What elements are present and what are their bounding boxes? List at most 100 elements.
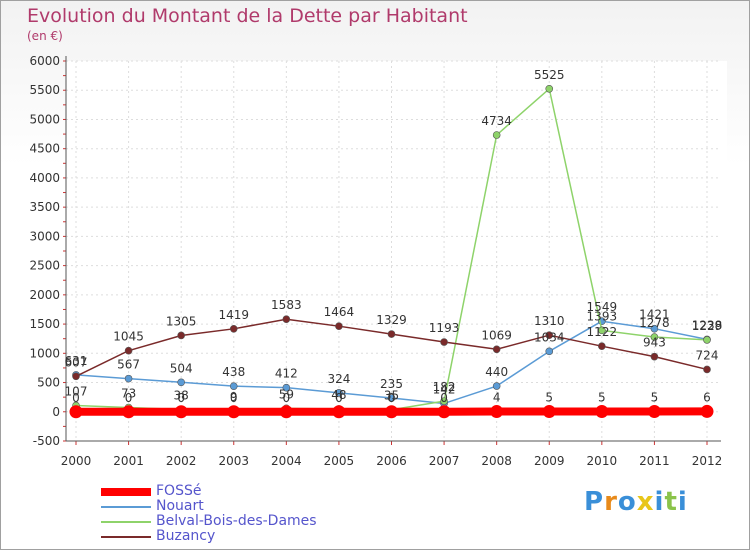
proxiti-logo: Proxiti — [584, 487, 688, 517]
data-label: 0 — [335, 391, 343, 405]
data-label: 607 — [65, 355, 88, 369]
y-tick-label: -500 — [33, 434, 60, 448]
data-label: 631 — [65, 354, 88, 368]
y-tick-label: 6000 — [29, 54, 60, 68]
data-point — [703, 365, 711, 374]
plot-area — [66, 61, 727, 441]
data-label: 5 — [598, 390, 606, 404]
x-tick-label: 2004 — [271, 454, 302, 468]
data-point — [332, 405, 346, 419]
legend-item: Buzancy — [101, 528, 361, 545]
data-label: 1122 — [587, 325, 618, 339]
legend-swatch — [101, 536, 151, 538]
data-point — [335, 322, 343, 330]
legend-swatch — [101, 506, 151, 508]
data-point — [229, 325, 238, 333]
logo-letter: x — [636, 487, 655, 517]
x-tick-label: 2000 — [61, 454, 92, 468]
data-point — [440, 397, 448, 405]
data-label: 5525 — [534, 68, 565, 82]
data-point — [598, 342, 606, 350]
data-point — [174, 405, 188, 419]
y-tick-label: 3000 — [29, 229, 60, 243]
legend-label: Buzancy — [156, 528, 216, 544]
legend-item: Nouart — [101, 498, 361, 515]
data-point — [122, 405, 136, 419]
data-label: 5 — [651, 390, 659, 404]
data-label: 235 — [380, 377, 403, 391]
data-point — [595, 404, 609, 418]
data-label: 1193 — [429, 321, 460, 335]
unit-label: (en €) — [27, 29, 63, 43]
data-label: 324 — [327, 372, 350, 386]
data-label: 943 — [643, 336, 666, 350]
data-label: 412 — [275, 367, 298, 381]
data-label: 35 — [384, 389, 399, 403]
y-tick-label: 4000 — [29, 171, 60, 185]
logo-letter: P — [584, 487, 605, 517]
logo-letter: r — [604, 487, 618, 517]
data-point — [492, 382, 501, 390]
legend-swatch — [101, 521, 151, 523]
chart-title: Evolution du Montant de la Dette par Hab… — [27, 5, 468, 27]
data-point — [650, 324, 659, 333]
data-label: 0 — [440, 391, 448, 405]
data-point — [650, 352, 659, 361]
data-point — [650, 333, 659, 341]
y-tick-label: 3500 — [29, 200, 60, 214]
y-tick-label: 5000 — [29, 112, 60, 126]
x-tick-label: 2011 — [639, 454, 670, 468]
data-label: 1305 — [166, 314, 197, 328]
x-tick-label: 2010 — [587, 454, 618, 468]
data-label: 724 — [696, 348, 719, 362]
logo-letter: t — [664, 487, 678, 517]
y-tick-label: 2000 — [29, 288, 60, 302]
data-point — [177, 378, 185, 387]
legend-label: Nouart — [156, 498, 204, 514]
x-tick-label: 2008 — [481, 454, 512, 468]
data-label: 5 — [545, 390, 553, 404]
data-label: 1464 — [324, 305, 355, 319]
x-tick-label: 2012 — [692, 454, 723, 468]
data-label: 38 — [174, 389, 189, 403]
data-point — [440, 338, 448, 346]
data-point — [227, 405, 241, 419]
data-point — [72, 372, 80, 381]
data-point — [229, 382, 238, 390]
x-tick-label: 2002 — [166, 454, 197, 468]
data-point — [282, 315, 291, 324]
data-label: 0 — [72, 391, 80, 405]
data-point — [492, 345, 501, 354]
data-label: 1329 — [376, 313, 407, 327]
data-label: 1393 — [587, 309, 618, 323]
data-label: 567 — [117, 358, 140, 372]
data-label: 6 — [703, 390, 711, 404]
y-tick-label: 5500 — [29, 83, 60, 97]
data-point — [124, 374, 133, 383]
data-point — [437, 405, 451, 419]
data-point — [647, 404, 661, 418]
y-tick-label: 4500 — [29, 142, 60, 156]
data-label: 4 — [493, 391, 501, 405]
logo-letter: o — [617, 487, 637, 517]
data-label: 1238 — [692, 318, 723, 332]
legend-item: FOSSé — [101, 483, 361, 500]
data-label: 1278 — [639, 316, 670, 330]
x-tick-label: 2003 — [218, 454, 249, 468]
data-label: 1419 — [218, 308, 249, 322]
data-label: 0 — [125, 391, 133, 405]
data-point — [387, 394, 396, 402]
data-label: 440 — [485, 365, 508, 379]
data-point — [177, 331, 185, 340]
data-point — [703, 336, 711, 344]
y-tick-label: 2500 — [29, 259, 60, 273]
data-point — [545, 347, 554, 356]
data-label: 142 — [433, 382, 456, 396]
data-label: 73 — [121, 387, 136, 401]
data-label: 9 — [230, 390, 238, 404]
data-point — [335, 389, 343, 397]
legend: FOSSé Nouart Belval-Bois-des-Dames Buzancy — [101, 483, 361, 545]
data-label: 0 — [388, 391, 396, 405]
x-tick-label: 2005 — [324, 454, 355, 468]
data-label: 438 — [222, 365, 245, 379]
